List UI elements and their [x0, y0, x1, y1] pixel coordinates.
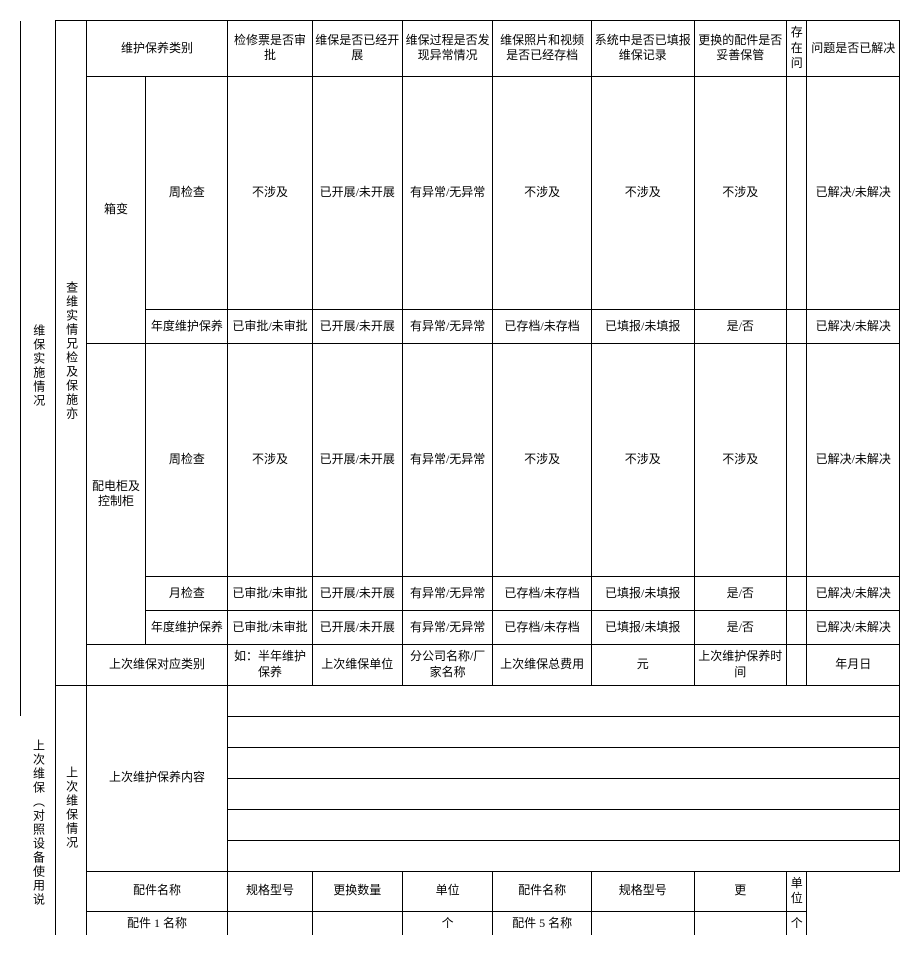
hdr-c8: 问题是否已解决 — [807, 21, 900, 77]
r2-name: 年度维护保养 — [146, 310, 228, 344]
parts-r1c7 — [694, 911, 786, 935]
r2-c1: 已审批/未审批 — [228, 310, 312, 344]
r2-c3: 有异常/无异常 — [402, 310, 492, 344]
content-cell-6 — [228, 840, 900, 871]
r2-c7 — [786, 310, 807, 344]
parts-h1: 配件名称 — [86, 871, 228, 911]
r3-c5: 不涉及 — [591, 344, 694, 577]
r3-c6: 不涉及 — [694, 344, 786, 577]
hdr-c1: 检修票是否审批 — [228, 21, 312, 77]
r5-c8: 已解决/未解决 — [807, 611, 900, 645]
r2-c4: 已存档/未存档 — [493, 310, 592, 344]
maintenance-table: 维保实施情况 查维实情兄检及保施亦 维护保养类别 检修票是否审批 维保是否已经开… — [20, 20, 900, 935]
group-1: 箱变 — [86, 76, 146, 343]
hdr-c7: 存在问 — [786, 21, 807, 77]
r1-c2: 已开展/未开展 — [312, 76, 402, 309]
r2-c8: 已解决/未解决 — [807, 310, 900, 344]
r1-c4: 不涉及 — [493, 76, 592, 309]
r4-c4: 已存档/未存档 — [493, 577, 592, 611]
r5-c6: 是/否 — [694, 611, 786, 645]
left-col-a: 维保实施情况 — [21, 21, 56, 717]
r5-c7 — [786, 611, 807, 645]
r1-c5: 不涉及 — [591, 76, 694, 309]
parts-r1c3 — [312, 911, 402, 935]
parts-h4: 单位 — [402, 871, 492, 911]
r3-name: 周检查 — [146, 344, 228, 577]
r1-c6: 不涉及 — [694, 76, 786, 309]
parts-h5: 配件名称 — [493, 871, 592, 911]
r2-c2: 已开展/未开展 — [312, 310, 402, 344]
r4-c3: 有异常/无异常 — [402, 577, 492, 611]
parts-r1c2 — [228, 911, 312, 935]
hdr-c5: 系统中是否已填报维保记录 — [591, 21, 694, 77]
hdr-c2: 维保是否已经开展 — [312, 21, 402, 77]
content-label: 上次维护保养内容 — [86, 685, 228, 871]
parts-h3: 更换数量 — [312, 871, 402, 911]
r5-name: 年度维护保养 — [146, 611, 228, 645]
r3-c1: 不涉及 — [228, 344, 312, 577]
r3-c7 — [786, 344, 807, 577]
content-cell-5 — [228, 809, 900, 840]
r5-c2: 已开展/未开展 — [312, 611, 402, 645]
r1-c7 — [786, 76, 807, 309]
left-col2-a: 查维实情兄检及保施亦 — [55, 21, 86, 686]
parts-r1c1: 配件 1 名称 — [86, 911, 228, 935]
r3-c3: 有异常/无异常 — [402, 344, 492, 577]
parts-r1c8: 个 — [786, 911, 807, 935]
parts-h8: 单位 — [786, 871, 807, 911]
left-col2-b: 上次维保情况 — [55, 685, 86, 935]
parts-h6: 规格型号 — [591, 871, 694, 911]
parts-r1c5: 配件 5 名称 — [493, 911, 592, 935]
r4-c2: 已开展/未开展 — [312, 577, 402, 611]
hdr-c4: 维保照片和视频是否已经存档 — [493, 21, 592, 77]
parts-r1c6 — [591, 911, 694, 935]
r3-c2: 已开展/未开展 — [312, 344, 402, 577]
r1-c8: 已解决/未解决 — [807, 76, 900, 309]
r4-c7 — [786, 577, 807, 611]
content-cell-1 — [228, 685, 900, 716]
r5-c3: 有异常/无异常 — [402, 611, 492, 645]
r2-c6: 是/否 — [694, 310, 786, 344]
parts-h2: 规格型号 — [228, 871, 312, 911]
r4-c1: 已审批/未审批 — [228, 577, 312, 611]
hdr-type: 维护保养类别 — [86, 21, 228, 77]
content-cell-3 — [228, 747, 900, 778]
parts-h7: 更 — [694, 871, 786, 911]
r2-c5: 已填报/未填报 — [591, 310, 694, 344]
hdr-c3: 维保过程是否发现异常情况 — [402, 21, 492, 77]
left-col-b: 上次维保（对照设备使用说 — [21, 716, 56, 935]
r3-c8: 已解决/未解决 — [807, 344, 900, 577]
r4-c8: 已解决/未解决 — [807, 577, 900, 611]
r5-c5: 已填报/未填报 — [591, 611, 694, 645]
r4-name: 月检查 — [146, 577, 228, 611]
content-cell-4 — [228, 778, 900, 809]
r5-c1: 已审批/未审批 — [228, 611, 312, 645]
content-cell-2 — [228, 716, 900, 747]
r1-name: 周检查 — [146, 76, 228, 309]
hdr-c6: 更换的配件是否妥善保管 — [694, 21, 786, 77]
r1-c3: 有异常/无异常 — [402, 76, 492, 309]
r1-c1: 不涉及 — [228, 76, 312, 309]
r3-c4: 不涉及 — [493, 344, 592, 577]
parts-r1c4: 个 — [402, 911, 492, 935]
group-2: 配电柜及控制柜 — [86, 344, 146, 645]
r5-c4: 已存档/未存档 — [493, 611, 592, 645]
r4-c6: 是/否 — [694, 577, 786, 611]
r4-c5: 已填报/未填报 — [591, 577, 694, 611]
